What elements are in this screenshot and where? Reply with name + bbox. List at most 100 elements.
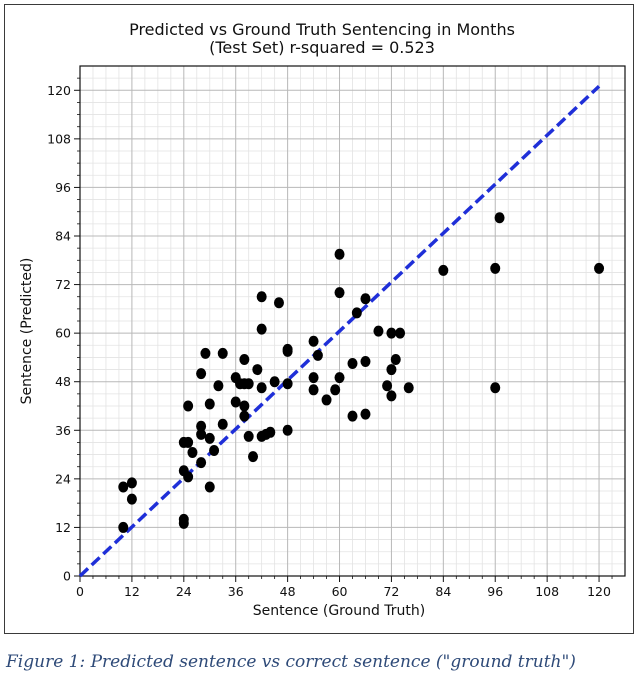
data-point [239, 410, 250, 422]
y-tick-label: 108 [47, 131, 71, 146]
data-point [204, 398, 215, 410]
data-point [330, 384, 341, 396]
data-point [360, 408, 371, 420]
data-point [196, 457, 207, 469]
y-tick-label: 84 [55, 229, 71, 244]
data-point [308, 335, 319, 347]
data-point [183, 400, 194, 412]
data-point [386, 390, 397, 402]
data-point [490, 262, 501, 274]
x-tick-label: 96 [487, 584, 503, 599]
data-point [395, 327, 406, 339]
scatter-chart: Predicted vs Ground Truth Sentencing in … [19, 20, 626, 619]
data-point [200, 347, 211, 359]
data-point [282, 424, 293, 436]
data-point [204, 432, 215, 444]
y-tick-label: 72 [55, 277, 71, 292]
data-point [243, 378, 254, 390]
data-point [252, 364, 263, 376]
data-point [594, 262, 605, 274]
x-tick-label: 60 [332, 584, 348, 599]
data-point [269, 376, 280, 388]
data-point [403, 382, 414, 394]
data-point [118, 481, 129, 493]
data-point [347, 410, 358, 422]
data-point [204, 481, 215, 493]
y-tick-label: 0 [63, 569, 71, 584]
data-point [217, 347, 228, 359]
data-point [360, 293, 371, 305]
data-point [334, 287, 345, 299]
y-tick-label: 60 [55, 326, 71, 341]
data-point [282, 378, 293, 390]
data-point [118, 521, 129, 533]
data-point [243, 430, 254, 442]
figure-caption: Figure 1: Predicted sentence vs correct … [6, 652, 576, 672]
y-tick-label: 36 [55, 423, 71, 438]
data-point [196, 428, 207, 440]
data-point [490, 382, 501, 394]
data-point [334, 248, 345, 260]
y-tick-label: 48 [55, 374, 71, 389]
data-point [308, 372, 319, 384]
axis-ticks: 0 12 24 36 48 60 72 84 96 108 120 0 12 24 36 48 60 72 84 96… [47, 77, 613, 599]
y-tick-label: 96 [55, 180, 71, 195]
data-point [321, 394, 332, 406]
x-tick-label: 0 [76, 584, 84, 599]
x-tick-label: 36 [228, 584, 244, 599]
data-point [213, 380, 224, 392]
y-tick-label: 120 [47, 83, 71, 98]
x-axis-label: Sentence (Ground Truth) [253, 603, 425, 619]
reference-line-group [78, 84, 601, 578]
data-points [118, 212, 605, 533]
data-point [386, 364, 397, 376]
minor-grid [80, 66, 625, 576]
data-point [273, 297, 284, 309]
data-point [217, 418, 228, 430]
x-tick-label: 12 [124, 584, 140, 599]
data-point [360, 355, 371, 367]
data-point [312, 349, 323, 361]
major-grid [80, 66, 625, 576]
data-point [209, 445, 220, 457]
data-point [196, 368, 207, 380]
data-point [373, 325, 384, 337]
x-tick-label: 48 [280, 584, 296, 599]
data-point [265, 426, 276, 438]
data-point [248, 451, 259, 463]
x-tick-label: 72 [383, 584, 399, 599]
y-axis-label: Sentence (Predicted) [19, 258, 35, 405]
x-tick-label: 120 [587, 584, 611, 599]
data-point [386, 327, 397, 339]
y-tick-label: 24 [55, 471, 71, 486]
data-point [334, 372, 345, 384]
data-point [126, 477, 137, 489]
y-tick-label: 12 [55, 520, 71, 535]
data-point [183, 471, 194, 483]
data-point [230, 396, 241, 408]
data-point [351, 307, 362, 319]
data-point [256, 323, 267, 335]
figure-frame: Predicted vs Ground Truth Sentencing in … [4, 4, 634, 634]
data-point [390, 353, 401, 365]
data-point [183, 436, 194, 448]
x-tick-label: 84 [435, 584, 451, 599]
data-point [126, 493, 137, 505]
data-point [178, 517, 189, 529]
chart-subtitle: (Test Set) r-squared = 0.523 [209, 38, 435, 57]
x-tick-label: 108 [535, 584, 559, 599]
data-point [239, 400, 250, 412]
data-point [256, 382, 267, 394]
data-point [308, 384, 319, 396]
data-point [256, 291, 267, 303]
data-point [239, 353, 250, 365]
data-point [187, 447, 198, 459]
x-tick-label: 24 [176, 584, 192, 599]
data-point [282, 345, 293, 357]
chart-title: Predicted vs Ground Truth Sentencing in … [129, 20, 515, 39]
data-point [382, 380, 393, 392]
reference-line [78, 84, 601, 578]
data-point [347, 358, 358, 369]
data-point [494, 212, 505, 224]
data-point [438, 264, 449, 276]
